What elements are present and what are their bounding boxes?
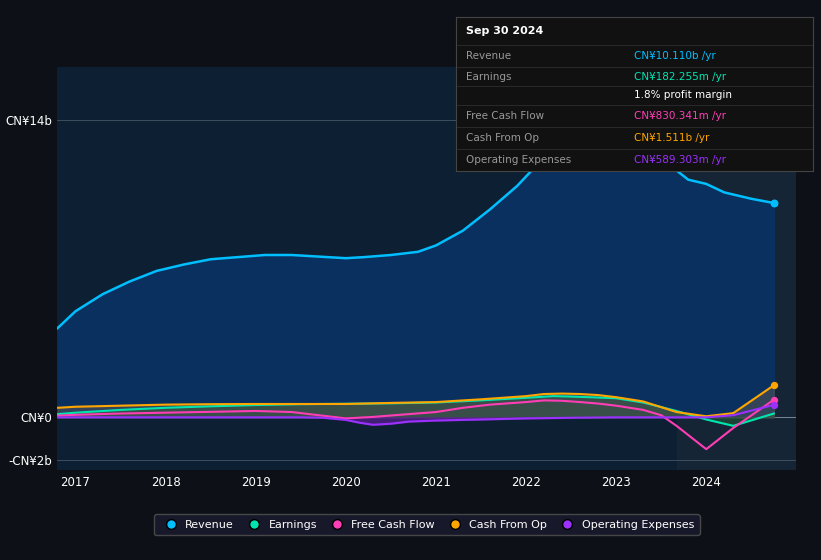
Point bbox=[768, 199, 781, 208]
Text: CN¥10.110b /yr: CN¥10.110b /yr bbox=[635, 52, 716, 62]
Text: Sep 30 2024: Sep 30 2024 bbox=[466, 26, 544, 36]
Point bbox=[768, 395, 781, 404]
Text: 1.8% profit margin: 1.8% profit margin bbox=[635, 91, 732, 100]
Text: CN¥1.511b /yr: CN¥1.511b /yr bbox=[635, 133, 709, 143]
Text: CN¥830.341m /yr: CN¥830.341m /yr bbox=[635, 111, 727, 121]
Text: Cash From Op: Cash From Op bbox=[466, 133, 539, 143]
Bar bbox=[677, 67, 796, 470]
Text: Revenue: Revenue bbox=[466, 52, 511, 62]
Text: Free Cash Flow: Free Cash Flow bbox=[466, 111, 544, 121]
Text: Operating Expenses: Operating Expenses bbox=[466, 155, 571, 165]
Text: CN¥589.303m /yr: CN¥589.303m /yr bbox=[635, 155, 727, 165]
Point bbox=[768, 381, 781, 390]
Legend: Revenue, Earnings, Free Cash Flow, Cash From Op, Operating Expenses: Revenue, Earnings, Free Cash Flow, Cash … bbox=[154, 514, 699, 535]
Text: CN¥182.255m /yr: CN¥182.255m /yr bbox=[635, 72, 727, 82]
Text: Earnings: Earnings bbox=[466, 72, 511, 82]
Point bbox=[768, 400, 781, 409]
